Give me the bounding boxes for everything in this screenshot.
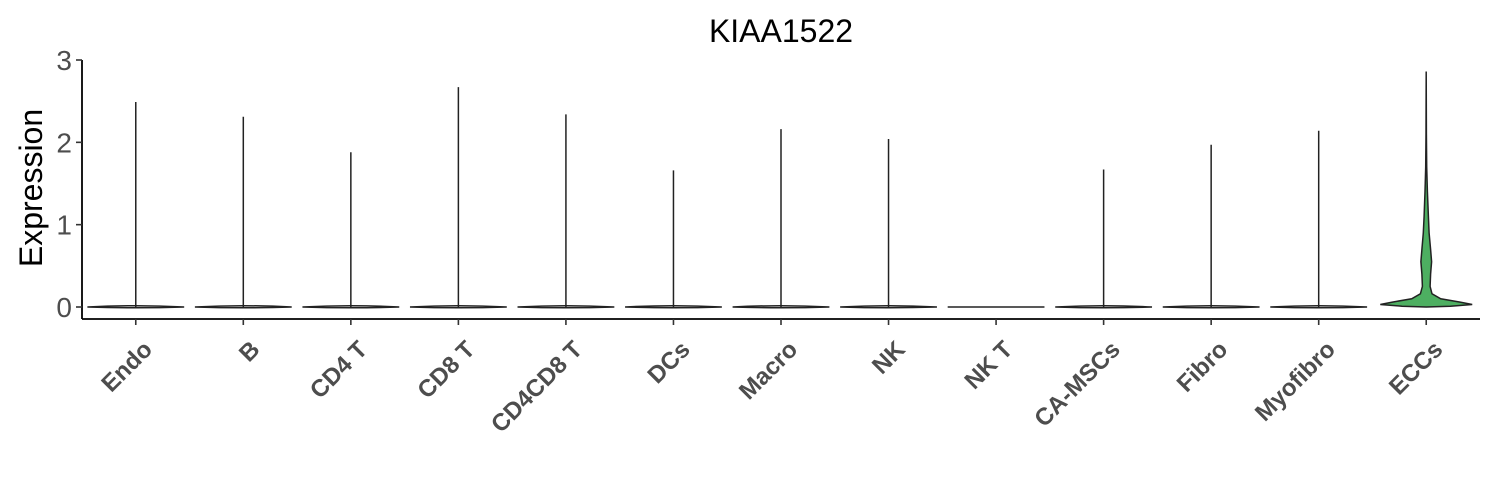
x-tick-label: Myofibro <box>1250 336 1341 427</box>
y-tick-label: 0 <box>56 292 72 323</box>
x-tick-label: ECCs <box>1384 336 1448 400</box>
x-tick-label: NK <box>867 336 911 380</box>
x-tick-label: CA-MSCs <box>1029 336 1125 432</box>
y-axis-label: Expression <box>13 109 49 267</box>
x-tick-label: Fibro <box>1172 336 1234 398</box>
x-tick-label: Endo <box>96 336 158 398</box>
x-tick-label: CD4 T <box>305 336 373 404</box>
x-tick-label: CD4CD8 T <box>486 336 588 438</box>
y-tick-label: 3 <box>56 45 72 76</box>
x-tick-label: DCs <box>643 336 696 389</box>
x-tick-label: NK T <box>960 336 1019 395</box>
chart-title: KIAA1522 <box>709 13 853 49</box>
x-tick-label: CD8 T <box>412 336 480 404</box>
y-tick-label: 1 <box>56 210 72 241</box>
violin-ecc <box>1380 71 1473 308</box>
plot-area: 0 1 2 3 Endo B CD4 T CD8 T CD4CD8 T DCs Macro NK NK … <box>56 45 1480 438</box>
x-tick-label: B <box>234 336 265 367</box>
y-tick-label: 2 <box>56 127 72 158</box>
x-tick-label: Macro <box>734 336 803 405</box>
